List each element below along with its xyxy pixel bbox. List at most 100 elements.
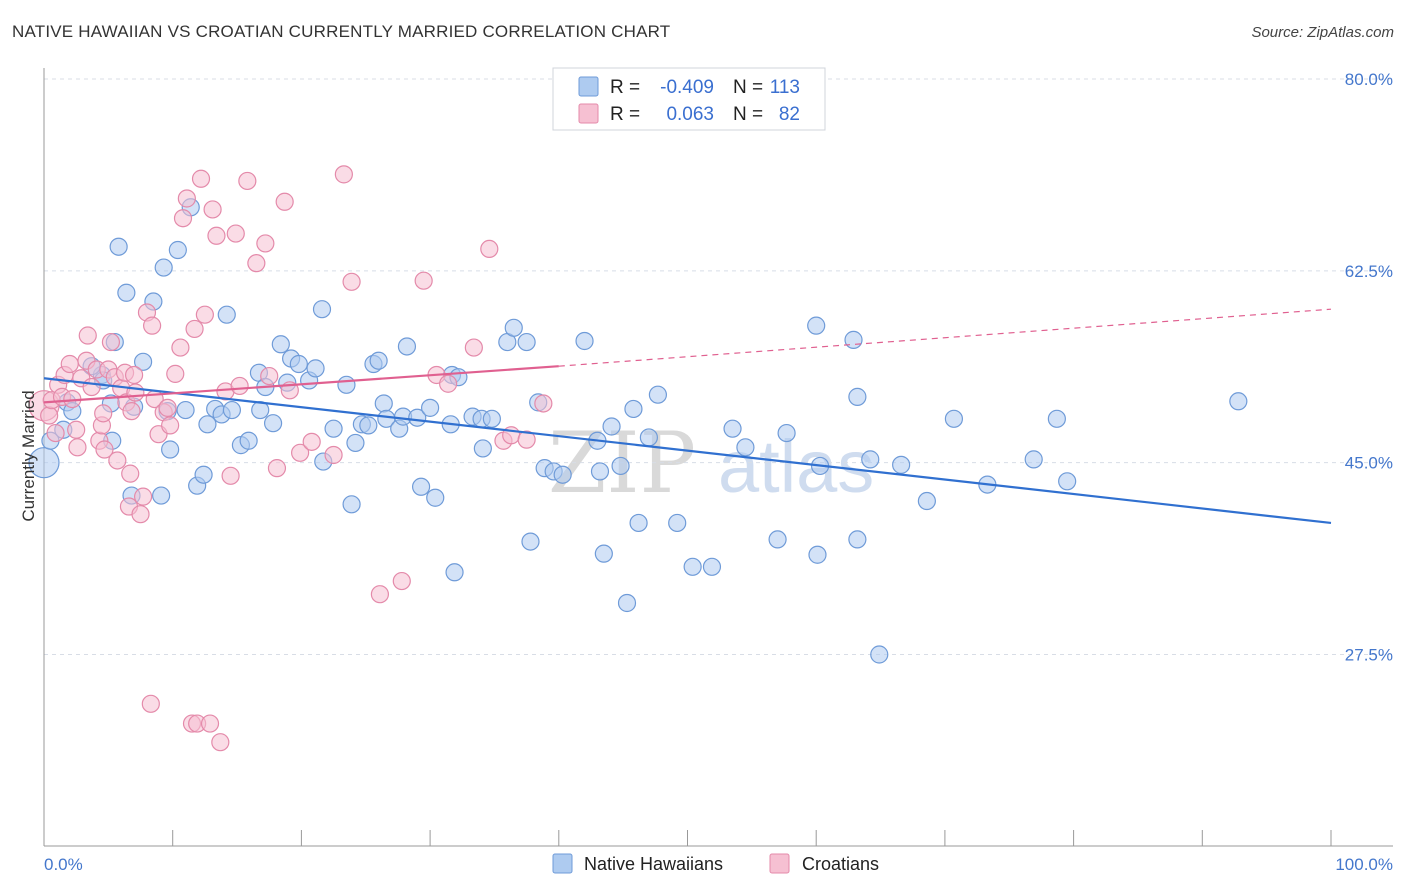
data-point [408, 408, 427, 427]
data-point [617, 593, 637, 613]
y-tick-label: 27.5% [1345, 646, 1393, 665]
data-point [291, 443, 310, 462]
data-point [133, 487, 153, 506]
data-point [28, 447, 60, 479]
y-tick-label: 45.0% [1345, 454, 1393, 473]
data-point [1024, 450, 1043, 469]
data-point [848, 387, 867, 406]
data-point [602, 417, 621, 436]
data-point [590, 462, 610, 481]
trend-line-croatians-extension [558, 308, 1332, 367]
data-point [861, 450, 880, 469]
data-point [575, 331, 594, 351]
data-point [312, 300, 332, 319]
data-point [126, 383, 145, 402]
x-tick-label-max: 100.0% [1335, 855, 1393, 874]
bottom-legend-swatch-pink [769, 853, 790, 874]
data-point [439, 374, 458, 393]
data-point [221, 466, 240, 485]
bottom-legend-label-native-hawaiians: Native Hawaiians [584, 854, 723, 874]
data-point [154, 258, 173, 277]
data-point [629, 513, 648, 533]
data-point [200, 714, 220, 733]
legend-r-value-2: 0.063 [666, 104, 714, 125]
data-point [177, 189, 196, 208]
data-point [302, 432, 321, 451]
data-point [306, 359, 325, 378]
data-point [195, 305, 214, 324]
y-tick-label: 80.0% [1345, 70, 1393, 89]
data-point [267, 459, 287, 478]
data-point [517, 332, 536, 352]
data-point [191, 169, 211, 188]
data-point [203, 200, 222, 219]
data-point [141, 694, 160, 713]
data-point [275, 192, 294, 211]
data-point [648, 385, 667, 404]
data-point [247, 254, 266, 273]
data-point [324, 445, 343, 465]
data-point [414, 271, 433, 290]
data-point [808, 545, 827, 564]
series-native-hawaiians [28, 198, 1248, 664]
series-croatians [28, 165, 553, 752]
data-point [173, 209, 193, 228]
data-point [82, 377, 101, 397]
bottom-legend-label-croatians: Croatians [802, 854, 879, 874]
data-point [131, 505, 150, 524]
data-point [374, 394, 393, 413]
bottom-legend-swatch-blue [552, 853, 573, 874]
data-point [370, 585, 390, 604]
data-point [426, 488, 445, 507]
data-point [848, 530, 867, 549]
data-point [95, 440, 114, 459]
data-point [176, 400, 195, 420]
data-point [46, 423, 65, 443]
data-point [78, 326, 97, 345]
data-point [263, 414, 283, 433]
data-point [166, 364, 185, 383]
data-point [342, 495, 361, 514]
data-point [702, 557, 722, 576]
data-point [482, 409, 501, 428]
data-point [639, 428, 658, 447]
data-point [844, 330, 863, 349]
data-point [397, 337, 417, 356]
data-point [256, 234, 275, 253]
data-point [109, 237, 128, 256]
data-point [324, 419, 343, 438]
data-point [161, 440, 180, 459]
data-point [334, 165, 353, 184]
legend-swatch-pink [578, 103, 599, 124]
data-point [289, 354, 308, 374]
data-point [124, 365, 144, 385]
data-point [171, 338, 190, 357]
data-point [892, 455, 911, 474]
data-point [40, 406, 59, 425]
data-point [624, 399, 643, 419]
legend-r-value-1: -0.409 [660, 77, 714, 98]
data-point [346, 433, 365, 453]
data-point [260, 366, 279, 386]
data-point [870, 645, 889, 664]
data-point [68, 438, 87, 457]
data-point [421, 398, 440, 417]
legend-r-label-1: R = [610, 77, 640, 98]
trend-lines [43, 308, 1332, 525]
data-point [185, 319, 204, 339]
data-point [944, 409, 964, 428]
legend-swatch-blue [578, 76, 599, 97]
data-point [239, 431, 258, 450]
data-point [238, 171, 257, 191]
data-point [521, 532, 540, 551]
data-point [94, 404, 113, 423]
data-point [917, 491, 936, 511]
data-point [723, 419, 742, 438]
legend-r-label-2: R = [610, 104, 640, 125]
data-point [464, 338, 483, 357]
data-point [168, 240, 187, 260]
data-point [207, 226, 226, 245]
data-point [121, 464, 140, 483]
data-point [217, 305, 236, 324]
